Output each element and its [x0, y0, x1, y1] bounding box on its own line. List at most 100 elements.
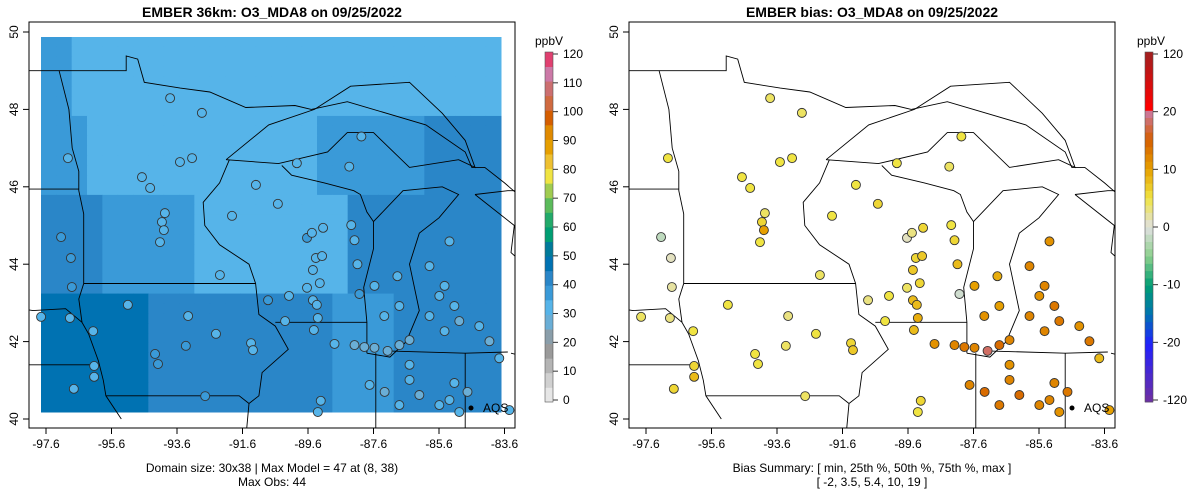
- x-tick-label: -95.6: [698, 437, 726, 451]
- grid-cell: [317, 155, 333, 166]
- grid-cell: [393, 293, 410, 304]
- boundary-inmi: [986, 350, 1108, 354]
- grid-cell: [409, 283, 425, 295]
- grid-cell: [363, 323, 379, 334]
- obs-site-marker: [291, 158, 302, 169]
- grid-cell: [209, 392, 226, 403]
- grid-cell: [225, 165, 241, 176]
- grid-cell: [117, 76, 134, 87]
- grid-cell: [485, 86, 502, 97]
- grid-cell: [378, 56, 395, 68]
- grid-cell: [163, 342, 180, 354]
- obs-site-marker: [187, 153, 198, 164]
- grid-cell: [133, 313, 149, 324]
- grid-cell: [225, 185, 241, 196]
- grid-cell: [470, 175, 487, 186]
- grid-cell: [363, 115, 379, 127]
- grid-cell: [378, 66, 395, 77]
- grid-cell: [286, 392, 303, 403]
- grid-cell: [301, 333, 318, 344]
- grid-cell: [102, 352, 119, 364]
- grid-cell: [317, 392, 333, 403]
- grid-cell: [255, 234, 272, 245]
- grid-cell: [271, 165, 287, 176]
- grid-cell: [332, 56, 349, 68]
- grid-cell: [133, 244, 149, 255]
- grid-cell: [271, 56, 287, 68]
- grid-cell: [71, 273, 88, 285]
- grid-cell: [255, 303, 272, 314]
- grid-cell: [301, 362, 318, 374]
- grid-cell: [393, 313, 410, 324]
- bias-site-marker: [992, 271, 1003, 282]
- grid-cell: [41, 96, 57, 107]
- grid-cell: [209, 185, 226, 196]
- grid-cell: [240, 254, 257, 265]
- grid-cell: [409, 362, 425, 374]
- grid-cell: [332, 234, 349, 245]
- grid-cell: [347, 214, 364, 225]
- grid-cell: [148, 224, 165, 235]
- grid-cell: [179, 185, 195, 196]
- grid-cell: [179, 175, 195, 186]
- grid-cell: [71, 115, 88, 127]
- colorbar-swatch: [1145, 299, 1153, 308]
- boundary-redriver: [658, 70, 722, 420]
- grid-cell: [286, 115, 303, 127]
- grid-cell: [424, 76, 441, 87]
- grid-cell: [424, 293, 441, 304]
- colorbar-swatch: [1145, 263, 1153, 272]
- grid-cell: [317, 185, 333, 196]
- obs-site-marker: [284, 290, 294, 301]
- grid-cell: [179, 244, 195, 255]
- obs-site-marker: [280, 316, 291, 327]
- grid-cell: [347, 76, 364, 87]
- grid-cell: [209, 194, 226, 206]
- grid-cell: [102, 155, 119, 166]
- grid-cell: [71, 263, 88, 275]
- grid-cell: [347, 402, 364, 413]
- grid-cell: [470, 273, 487, 285]
- obs-site-marker: [349, 340, 360, 351]
- grid-cell: [133, 214, 149, 225]
- grid-cell: [439, 204, 456, 216]
- obs-site-marker: [494, 353, 505, 364]
- grid-cell: [424, 402, 441, 413]
- grid-cell: [255, 313, 272, 324]
- bias-site-marker: [912, 313, 923, 323]
- grid-cell: [102, 293, 119, 304]
- obs-site-marker: [312, 407, 323, 417]
- grid-cell: [163, 362, 180, 374]
- grid-cell: [163, 392, 180, 403]
- grid-cell: [439, 96, 456, 107]
- grid-cell: [455, 224, 471, 235]
- grid-cell: [347, 273, 364, 285]
- grid-cell: [41, 244, 57, 255]
- grid-cell: [133, 76, 149, 87]
- grid-cell: [179, 263, 195, 275]
- bias-site-marker: [891, 158, 902, 169]
- grid-cell: [41, 303, 57, 314]
- grid-cell: [194, 46, 211, 58]
- plot-frame: [28, 21, 516, 429]
- grid-cell: [317, 106, 333, 117]
- colorbar-swatch: [545, 387, 553, 396]
- bias-site-marker: [880, 316, 891, 327]
- grid-cell: [409, 244, 425, 255]
- grid-cell: [393, 115, 410, 127]
- grid-cell: [470, 165, 487, 176]
- grid-cell: [102, 263, 119, 275]
- grid-cell: [317, 313, 333, 324]
- colorbar: 0 10 20 30 40 50 60 70 80 90 100 110 120: [544, 47, 583, 407]
- bias-site-marker: [863, 295, 873, 306]
- grid-cell: [332, 372, 349, 383]
- grid-cell: [102, 313, 119, 324]
- grid-cell: [409, 342, 425, 354]
- grid-cell: [41, 283, 57, 295]
- obs-site-marker: [64, 313, 75, 323]
- grid-cell: [179, 194, 195, 206]
- observation-sites: [36, 93, 515, 417]
- grid-cell: [485, 145, 502, 156]
- grid-cell: [87, 155, 103, 166]
- grid-cell: [133, 342, 149, 354]
